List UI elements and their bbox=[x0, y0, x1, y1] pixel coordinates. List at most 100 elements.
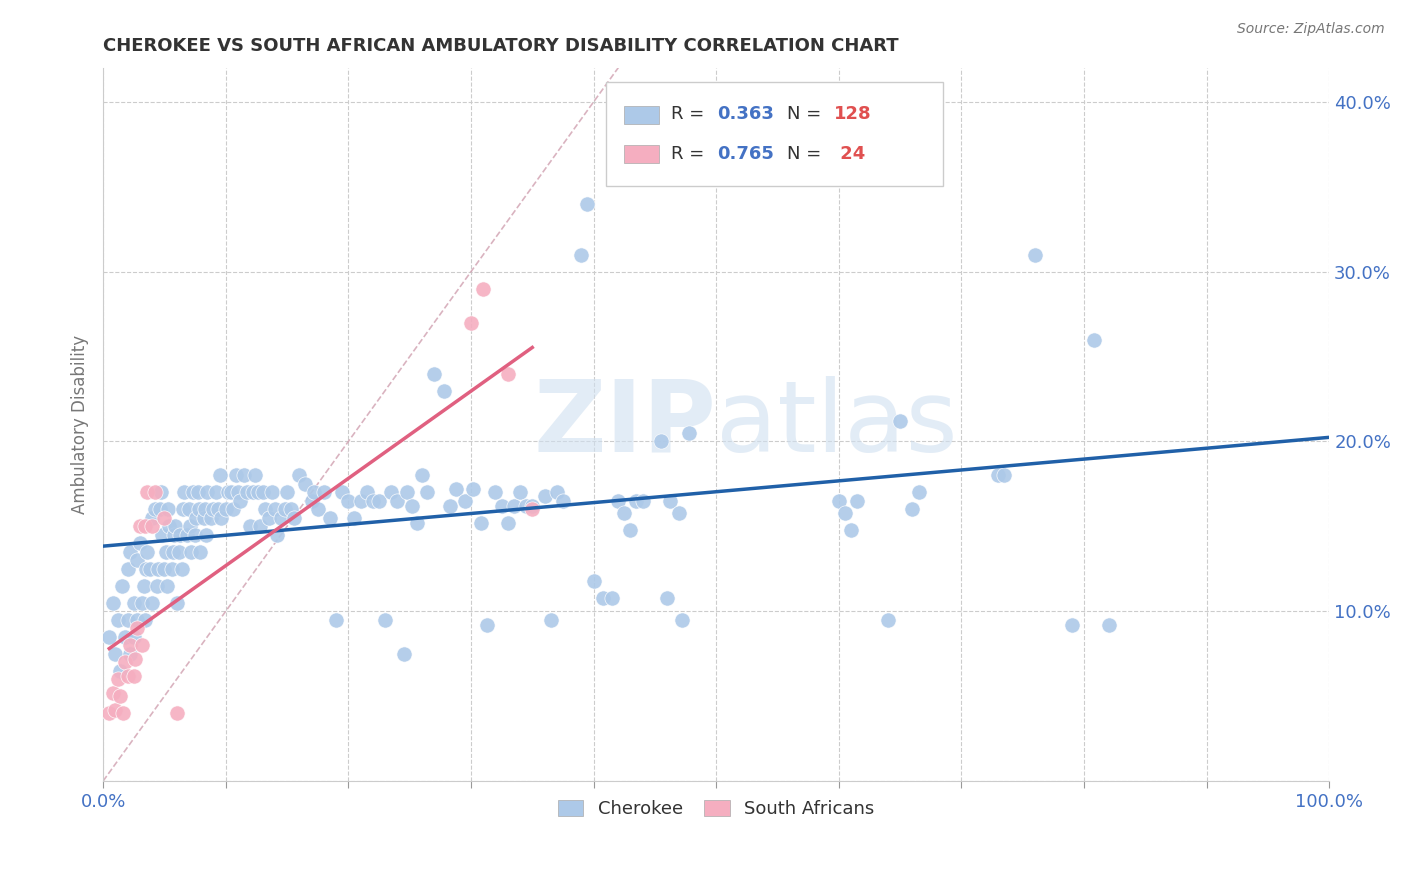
Point bbox=[266, 528, 288, 542]
Point bbox=[131, 596, 153, 610]
Point bbox=[110, 579, 132, 593]
Point bbox=[463, 482, 485, 496]
Point bbox=[592, 591, 614, 605]
Point bbox=[127, 553, 149, 567]
Text: atlas: atlas bbox=[716, 376, 957, 473]
Point bbox=[582, 574, 605, 588]
Point bbox=[337, 494, 360, 508]
Point bbox=[110, 664, 132, 678]
Point bbox=[533, 489, 555, 503]
Point bbox=[253, 502, 276, 516]
Text: N =: N = bbox=[787, 145, 827, 162]
Point bbox=[111, 706, 134, 720]
Point bbox=[98, 630, 121, 644]
Point bbox=[207, 502, 229, 516]
Point bbox=[330, 485, 353, 500]
Point bbox=[678, 425, 700, 440]
Point bbox=[148, 562, 170, 576]
FancyBboxPatch shape bbox=[624, 106, 658, 124]
Point bbox=[205, 485, 228, 500]
Point bbox=[472, 282, 495, 296]
Point bbox=[368, 494, 391, 508]
Point bbox=[262, 485, 284, 500]
Text: Source: ZipAtlas.com: Source: ZipAtlas.com bbox=[1237, 22, 1385, 37]
Point bbox=[270, 511, 292, 525]
Point bbox=[180, 545, 202, 559]
Point bbox=[143, 502, 166, 516]
Point bbox=[165, 519, 187, 533]
Point bbox=[141, 511, 163, 525]
Text: CHEROKEE VS SOUTH AFRICAN AMBULATORY DISABILITY CORRELATION CHART: CHEROKEE VS SOUTH AFRICAN AMBULATORY DIS… bbox=[103, 37, 898, 55]
Point bbox=[129, 519, 152, 533]
Point bbox=[546, 485, 568, 500]
Point bbox=[184, 528, 207, 542]
Point bbox=[671, 613, 693, 627]
Point bbox=[177, 502, 200, 516]
Point bbox=[252, 485, 274, 500]
Point bbox=[406, 516, 429, 530]
Point bbox=[124, 652, 146, 666]
Point bbox=[491, 499, 513, 513]
Point bbox=[166, 596, 188, 610]
Point bbox=[301, 494, 323, 508]
Point bbox=[179, 519, 201, 533]
Point bbox=[122, 596, 145, 610]
Point bbox=[141, 519, 163, 533]
Point bbox=[176, 528, 198, 542]
Point bbox=[195, 528, 218, 542]
Point bbox=[222, 502, 245, 516]
Point bbox=[163, 528, 186, 542]
Point bbox=[169, 528, 191, 542]
Point bbox=[167, 545, 190, 559]
Point bbox=[157, 519, 180, 533]
Point bbox=[127, 613, 149, 627]
Point bbox=[433, 384, 456, 398]
Point bbox=[993, 468, 1015, 483]
Point bbox=[496, 367, 519, 381]
Point bbox=[839, 523, 862, 537]
Point bbox=[349, 494, 371, 508]
Point bbox=[219, 485, 242, 500]
Point bbox=[187, 502, 209, 516]
Point bbox=[209, 511, 232, 525]
Point bbox=[522, 499, 544, 513]
Point bbox=[114, 655, 136, 669]
Point bbox=[117, 562, 139, 576]
Point bbox=[619, 523, 641, 537]
Point bbox=[901, 502, 924, 516]
Point bbox=[226, 485, 249, 500]
Point bbox=[276, 485, 298, 500]
Point bbox=[136, 545, 159, 559]
Point bbox=[356, 485, 378, 500]
Point bbox=[132, 579, 155, 593]
Text: 24: 24 bbox=[834, 145, 865, 162]
Point bbox=[98, 706, 121, 720]
Point bbox=[522, 502, 544, 516]
Point bbox=[107, 672, 129, 686]
Point bbox=[215, 502, 238, 516]
Point bbox=[195, 485, 218, 500]
Point bbox=[374, 613, 396, 627]
Point bbox=[439, 499, 461, 513]
Point bbox=[460, 316, 482, 330]
Text: N =: N = bbox=[787, 105, 827, 123]
Point bbox=[509, 485, 531, 500]
Point bbox=[122, 669, 145, 683]
Point bbox=[551, 494, 574, 508]
Point bbox=[907, 485, 929, 500]
Point bbox=[155, 545, 177, 559]
Point bbox=[288, 468, 311, 483]
Point bbox=[107, 613, 129, 627]
FancyBboxPatch shape bbox=[624, 145, 658, 163]
Point bbox=[876, 613, 898, 627]
Point bbox=[668, 506, 690, 520]
Point bbox=[194, 502, 217, 516]
Text: R =: R = bbox=[671, 145, 710, 162]
Point bbox=[502, 499, 524, 513]
Point bbox=[987, 468, 1010, 483]
Point bbox=[515, 499, 537, 513]
Point bbox=[129, 536, 152, 550]
Point bbox=[658, 494, 681, 508]
Point bbox=[104, 647, 127, 661]
Point bbox=[200, 511, 222, 525]
